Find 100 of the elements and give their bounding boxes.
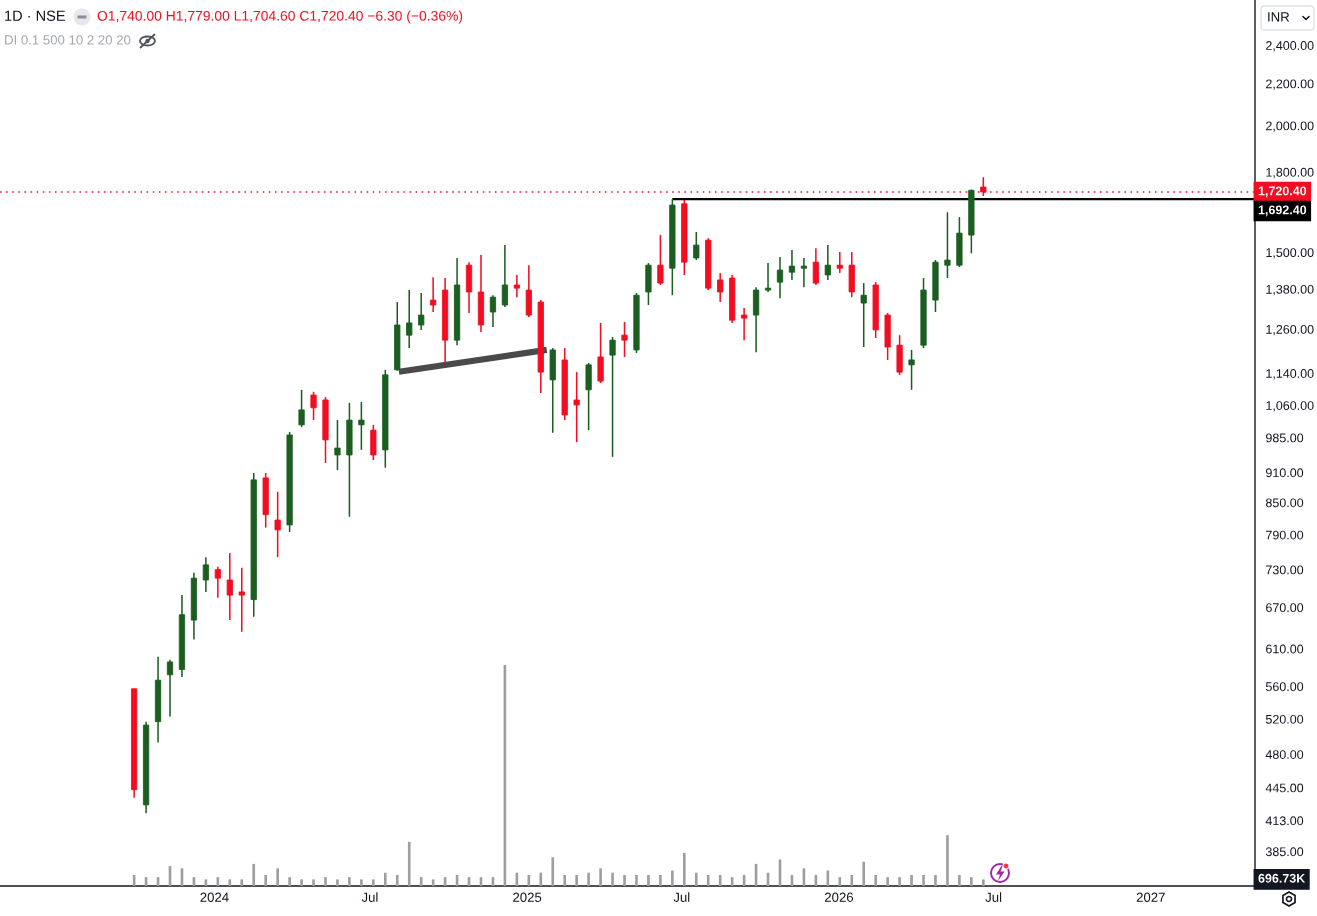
- candlestick: [358, 401, 365, 451]
- candlestick: [238, 567, 245, 633]
- bar: [599, 868, 602, 886]
- bar: [683, 852, 686, 886]
- annotation: O1,740.00 H1,779.00 L1,704.60 C1,720.40 −6.30 (−0.36%): [97, 10, 463, 24]
- candlestick: [334, 419, 341, 471]
- bar: [563, 874, 567, 886]
- candlestick: [226, 552, 233, 621]
- bar: [898, 877, 901, 886]
- y-tick-label: 730.00: [1266, 565, 1304, 575]
- text: INR: [1268, 12, 1290, 22]
- candlestick: [418, 292, 425, 331]
- y-tick-label: 445.00: [1265, 783, 1304, 793]
- candlestick: [609, 336, 616, 458]
- candlestick: [298, 389, 305, 428]
- y-tick-label: 560.00: [1265, 682, 1304, 692]
- bar: [336, 879, 339, 886]
- bar: [360, 879, 363, 886]
- bar: [694, 872, 698, 886]
- bar: [647, 874, 650, 886]
- x-tick-label: 2027: [1136, 892, 1165, 902]
- candlestick: [489, 294, 497, 328]
- bar: [635, 874, 638, 886]
- y-tick-label: 2,000.00: [1266, 121, 1314, 132]
- candlestick: [202, 556, 209, 593]
- x-tick-label: Jul: [985, 892, 1002, 902]
- y-tick-label: 610.00: [1266, 644, 1304, 654]
- candlestick: [824, 244, 831, 281]
- y-tick-label: 910.00: [1266, 468, 1304, 478]
- y-tick-label: 790.00: [1266, 530, 1304, 540]
- text: 696.73K: [1258, 873, 1306, 883]
- candlestick: [944, 211, 951, 279]
- y-tick-label: 1,140.00: [1266, 369, 1314, 380]
- x-tick-label: 2025: [513, 892, 542, 902]
- y-tick-label: 1,380.00: [1266, 284, 1314, 296]
- candlestick: [764, 262, 772, 293]
- bar: [671, 870, 674, 886]
- bar: [706, 874, 710, 886]
- bar: [910, 874, 913, 886]
- bar: [934, 874, 937, 886]
- candlestick: [274, 491, 281, 558]
- candlestick: [214, 565, 221, 599]
- text: 1D · NSE: [5, 10, 65, 21]
- x-tick-label: 2024: [200, 892, 229, 902]
- y-tick-label: 413.00: [1265, 816, 1304, 826]
- bar: [276, 868, 279, 886]
- data-label: 1,692.40: [1258, 205, 1307, 217]
- bar: [958, 874, 961, 886]
- bar: [850, 874, 854, 886]
- bar: [838, 877, 842, 886]
- candlestick: [776, 256, 784, 299]
- bar: [659, 874, 662, 886]
- bar: [539, 872, 543, 886]
- x-tick-label: Jul: [361, 892, 378, 902]
- bar: [886, 877, 889, 886]
- candlestick: [430, 276, 437, 313]
- y-tick-label: 1,500.00: [1266, 248, 1314, 259]
- candlestick: [657, 234, 664, 286]
- bar: [982, 879, 985, 886]
- bar: [372, 879, 375, 886]
- candlestick: [573, 371, 580, 443]
- bar: [348, 877, 351, 886]
- y-tick-label: 1,800.00: [1266, 167, 1314, 179]
- bar: [575, 874, 578, 886]
- bar: [252, 863, 256, 886]
- candlestick: [693, 231, 700, 261]
- candlestick: [621, 321, 628, 358]
- candlestick: [812, 247, 819, 286]
- y-tick-label: 2,200.00: [1266, 79, 1314, 90]
- x-tick-label: Jul: [673, 892, 690, 902]
- candlestick: [741, 307, 748, 341]
- bar: [922, 874, 925, 886]
- y-tick-label: 1,260.00: [1266, 324, 1314, 336]
- candlestick: [501, 244, 509, 308]
- bar: [587, 872, 590, 886]
- candlestick: [836, 251, 843, 274]
- candlestick: [788, 249, 796, 281]
- bar: [611, 872, 614, 886]
- candlestick: [860, 282, 867, 348]
- y-tick-label: 670.00: [1266, 603, 1304, 613]
- bar: [383, 872, 387, 886]
- candlestick: [406, 289, 413, 349]
- bar: [240, 879, 244, 886]
- bar: [874, 874, 877, 886]
- candlestick: [166, 658, 174, 718]
- y-tick-label: 520.00: [1265, 714, 1304, 724]
- y-tick-label: 385.00: [1265, 847, 1304, 857]
- bar: [395, 874, 399, 886]
- candlestick: [717, 272, 724, 303]
- y-tick-label: 1,060.00: [1266, 401, 1314, 412]
- bar: [970, 877, 973, 886]
- y-tick-label: 985.00: [1266, 433, 1304, 443]
- ref-line-label: 1,720.40: [1258, 186, 1307, 198]
- y-tick-label: 2,400.00: [1266, 41, 1314, 52]
- bar: [718, 874, 722, 886]
- candlestick: [513, 274, 520, 298]
- y-tick-label: 850.00: [1265, 498, 1304, 508]
- bar: [407, 841, 411, 886]
- candlestick: [908, 349, 915, 391]
- bar: [264, 874, 268, 886]
